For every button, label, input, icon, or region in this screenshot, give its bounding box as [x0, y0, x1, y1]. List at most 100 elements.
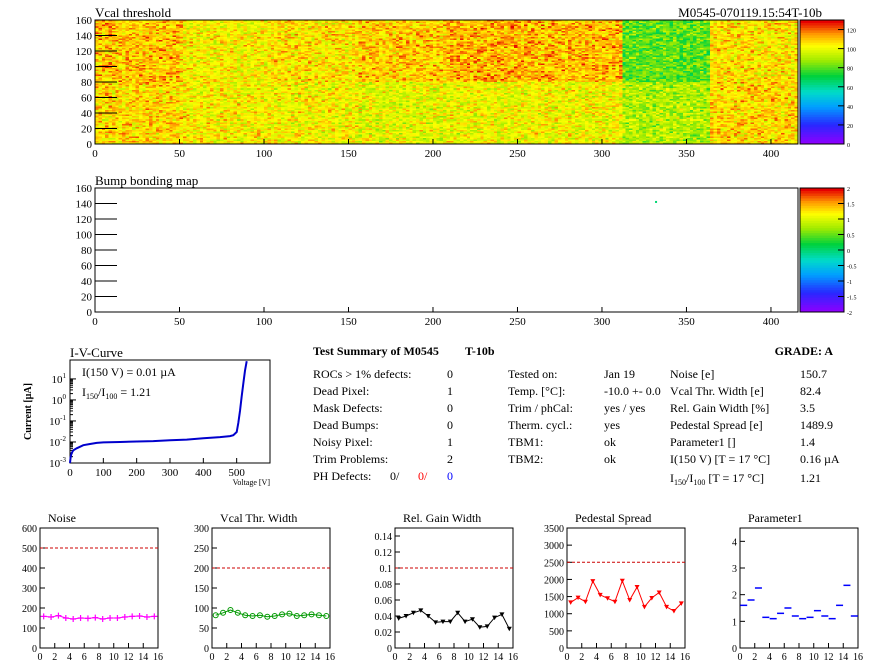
palette-band [800, 297, 844, 301]
iv-annotation-part: I [82, 385, 86, 399]
x-tick-label: 8 [97, 652, 102, 663]
data-point [62, 615, 69, 621]
ph-defects-value: 0/ [390, 469, 400, 483]
data-point [114, 615, 121, 621]
y-tick-label: 160 [76, 183, 93, 195]
x-tick-label: 4 [594, 652, 599, 663]
y-tick-label: 2 [732, 591, 737, 602]
y-tick-label: 40 [81, 108, 93, 120]
iv-y-tick-label: 100 [52, 393, 67, 407]
palette-band [800, 131, 844, 135]
palette-band [800, 259, 844, 263]
y-tick-label: 80 [81, 77, 93, 89]
palette-band [800, 220, 844, 224]
data-point [649, 595, 655, 601]
x-tick-label: 12 [124, 652, 134, 663]
heatmap-cells [95, 20, 798, 144]
palette-band [800, 277, 844, 281]
palette-band [800, 197, 844, 201]
y-tick-label: 1000 [544, 610, 564, 621]
y-tick-label: 120 [76, 214, 93, 226]
x-tick-label: 6 [437, 652, 442, 663]
color-palette: 0 20 40 60 80 100 120 [799, 19, 856, 149]
iv-annotation-ratio: I150/I100 = 1.21 [82, 385, 151, 401]
iv-x-tick-label: 500 [228, 467, 245, 479]
data-point [129, 613, 136, 620]
data-point [286, 610, 293, 617]
y-tick-label: 500 [22, 544, 37, 555]
palette-band [800, 282, 844, 286]
summary-middle-label: Temp. [°C]: [508, 384, 565, 398]
y-tick-label: 0 [732, 644, 737, 655]
ratio-label-part: 150 [674, 478, 686, 487]
x-tick-label: 16 [853, 652, 863, 663]
palette-band [800, 89, 844, 93]
palette-band [800, 82, 844, 85]
palette-band [800, 136, 844, 140]
x-tick-label: 16 [680, 652, 690, 663]
data-point [499, 612, 505, 617]
palette-band [800, 205, 844, 209]
x-tick-label: 8 [624, 652, 629, 663]
data-point [568, 600, 574, 605]
summary-middle-value: ok [604, 435, 616, 449]
x-tick-label: 350 [678, 316, 695, 328]
palette-band [800, 215, 844, 219]
palette-tick-label: -1.5 [847, 296, 857, 302]
palette-band [800, 109, 844, 113]
y-tick-label: 0 [387, 644, 392, 655]
palette-tick-label: 0.5 [847, 234, 855, 240]
palette-band [800, 237, 844, 241]
x-tick-label: 2 [407, 652, 412, 663]
palette-band [800, 34, 844, 38]
data-point [440, 619, 446, 625]
palette-band [800, 126, 844, 130]
data-point [121, 614, 128, 620]
palette-band [800, 101, 844, 105]
y-tick-label: 60 [81, 261, 93, 273]
palette-band [800, 47, 844, 51]
palette-band [800, 274, 844, 278]
y-tick-label: 80 [81, 245, 93, 257]
y-tick-label: 500 [549, 627, 564, 638]
data-point [55, 612, 62, 619]
summary-right-label: Pedestal Spread [e] [670, 418, 763, 432]
y-tick-label: 400 [22, 564, 37, 575]
palette-band [800, 207, 844, 211]
palette-band [800, 309, 844, 313]
palette-band [800, 272, 844, 276]
palette-band [800, 106, 844, 110]
x-tick-label: 100 [256, 316, 273, 328]
palette-band [800, 284, 844, 288]
x-tick-label: 12 [651, 652, 661, 663]
color-palette: -2 -1.5 -1 -0.5 0 0.5 1 1.5 2 [799, 187, 857, 317]
iv-y-tick-label: 10-1 [49, 414, 66, 428]
iv-y-tick-label: 10-3 [49, 456, 66, 470]
y-tick-label: 100 [194, 604, 209, 615]
y-tick-label: 300 [194, 524, 209, 535]
y-tick-label: 1500 [544, 593, 564, 604]
x-tick-label: 4 [767, 652, 772, 663]
summary-left-value: 2 [447, 452, 453, 466]
iv-ylabel: Current [µA] [23, 383, 34, 440]
data-point [477, 625, 483, 630]
palette-band [800, 210, 844, 214]
data-point [433, 620, 439, 625]
summary-middle-value: yes [604, 418, 620, 432]
x-tick-label: 14 [493, 652, 503, 663]
y-tick-label: 0.04 [375, 612, 393, 623]
summary-ratio-value: 1.21 [800, 471, 821, 485]
data-point [605, 596, 611, 601]
y-tick-label: 3500 [544, 524, 564, 535]
data-point [403, 614, 409, 619]
summary-left-value: 1 [447, 384, 453, 398]
x-tick-label: 150 [340, 148, 357, 160]
data-point [418, 608, 424, 613]
x-tick-label: 6 [782, 652, 787, 663]
palette-band [800, 299, 844, 303]
palette-band [800, 252, 844, 256]
series-line [398, 609, 510, 630]
small-plot-title: Parameter1 [748, 511, 803, 525]
data-point [293, 613, 300, 619]
